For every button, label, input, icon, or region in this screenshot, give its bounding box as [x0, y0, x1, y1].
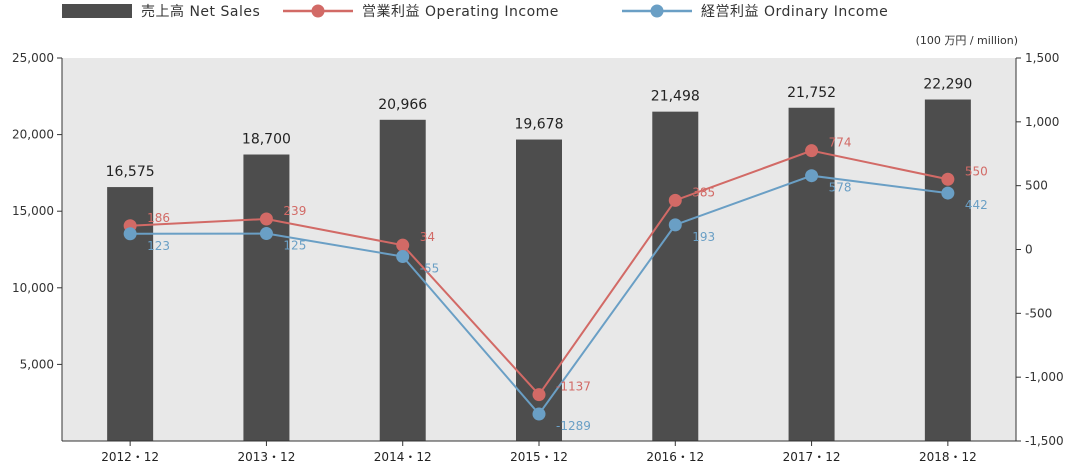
net-sales-bar	[924, 99, 971, 441]
right-tick-label: 0	[1025, 243, 1033, 257]
ordinary-income-label: 193	[692, 230, 715, 244]
net-sales-bar-label: 19,678	[515, 117, 564, 133]
x-axis-ticks: 2012・12 2013・12 2014・12 2015・12 2016・12 2017・…	[101, 441, 977, 464]
ordinary-income-point	[805, 169, 819, 183]
ordinary-income-point	[941, 186, 955, 200]
net-sales-bar-label: 16,575	[106, 164, 155, 180]
operating-income-point	[259, 212, 273, 226]
net-sales-bar	[379, 119, 426, 442]
right-tick-label: 500	[1025, 179, 1048, 193]
right-tick-label: -1,000	[1025, 370, 1064, 384]
income-lines: 186 123 239 125 34 -55 -1137 -1289 385 193 774 578 5…	[123, 136, 988, 433]
operating-income-point	[668, 193, 682, 207]
ordinary-income-label: 125	[283, 239, 306, 253]
x-tick-label: 2012・12	[101, 450, 159, 464]
right-tick-label: 1,500	[1025, 51, 1059, 65]
ordinary-income-label: 123	[147, 239, 170, 253]
net-sales-bar	[788, 107, 835, 441]
x-tick-label: 2016・12	[646, 450, 704, 464]
operating-income-point	[396, 238, 410, 252]
operating-income-label: 774	[829, 136, 852, 150]
left-tick-label: 20,000	[12, 128, 54, 142]
net-sales-bar-label: 22,290	[923, 77, 972, 93]
left-tick-label: 15,000	[12, 204, 54, 218]
ordinary-income-label: 442	[965, 198, 988, 212]
left-axis-ticks: 5,000 10,000 15,000 20,000 25,000	[12, 51, 62, 371]
legend-label-ordinary: 経営利益 Ordinary Income	[701, 4, 888, 20]
net-sales-bar	[652, 111, 699, 442]
right-tick-label: 1,000	[1025, 115, 1059, 129]
x-tick-label: 2018・12	[919, 450, 977, 464]
legend: 売上高 Net Sales 営業利益 Operating Income 経営利益…	[62, 3, 888, 20]
left-tick-label: 25,000	[12, 51, 54, 65]
legend-marker-operating	[311, 4, 325, 18]
net-sales-bars	[107, 99, 971, 442]
net-sales-bar-label: 20,966	[378, 97, 427, 113]
net-sales-bar-label: 21,498	[651, 89, 700, 105]
operating-income-label: 34	[420, 230, 435, 244]
operating-income-point	[805, 144, 819, 158]
ordinary-income-point	[668, 218, 682, 232]
operating-income-label: 239	[283, 204, 306, 218]
x-tick-label: 2014・12	[374, 450, 432, 464]
legend-label-net-sales: 売上高 Net Sales	[141, 3, 260, 20]
ordinary-income-point	[259, 227, 273, 241]
unit-label: (100 万円 / million)	[916, 34, 1018, 47]
net-sales-bar-label: 21,752	[787, 85, 836, 101]
ordinary-income-label: -1289	[556, 419, 591, 433]
operating-income-label: 550	[965, 164, 988, 178]
net-sales-bar-label: 18,700	[242, 132, 291, 148]
ordinary-income-label: 578	[829, 181, 852, 195]
ordinary-income-point	[396, 250, 410, 264]
operating-income-label: 385	[692, 185, 715, 199]
right-tick-label: -500	[1025, 306, 1052, 320]
x-tick-label: 2015・12	[510, 450, 568, 464]
operating-income-point	[941, 172, 955, 186]
operating-income-label: 186	[147, 211, 170, 225]
x-tick-label: 2013・12	[238, 450, 296, 464]
ordinary-income-point	[123, 227, 137, 241]
legend-swatch-net-sales	[62, 4, 132, 18]
legend-marker-ordinary	[650, 4, 664, 18]
net-sales-bar-labels: 16,575 18,700 20,966 19,678 21,498 21,752 22,2…	[106, 77, 973, 181]
operating-income-point	[532, 388, 546, 402]
right-tick-label: -1,500	[1025, 434, 1064, 448]
left-tick-label: 5,000	[20, 357, 54, 371]
legend-label-operating: 営業利益 Operating Income	[362, 4, 559, 20]
ordinary-income-point	[532, 407, 546, 421]
left-tick-label: 10,000	[12, 281, 54, 295]
net-sales-bar	[243, 154, 290, 442]
ordinary-income-label: -55	[420, 262, 440, 276]
operating-income-label: -1137	[556, 380, 591, 394]
x-tick-label: 2017・12	[783, 450, 841, 464]
right-axis-ticks: -1,500 -1,000 -500 0 500 1,000 1,500	[1016, 51, 1064, 448]
